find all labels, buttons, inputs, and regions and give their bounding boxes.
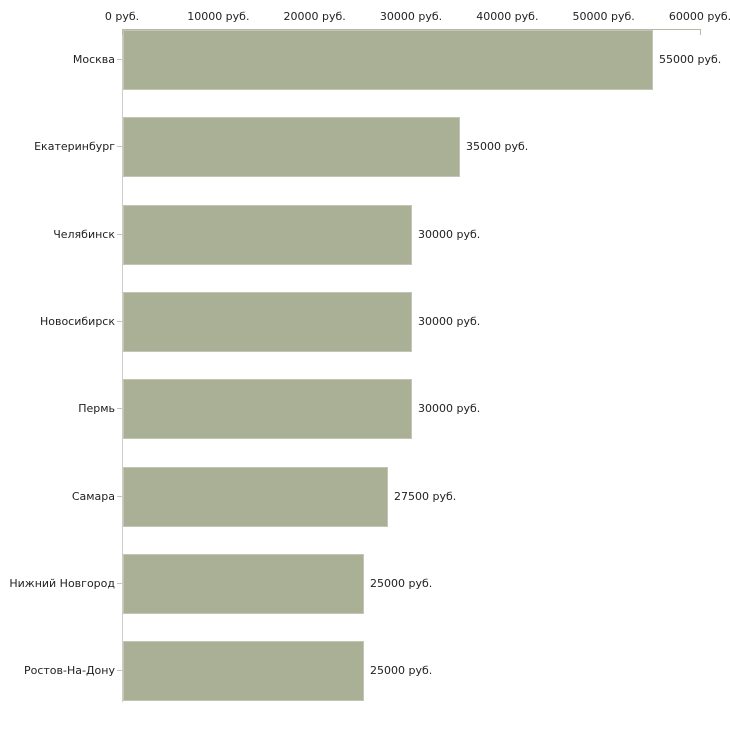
x-axis-tick-label: 10000 руб.: [187, 10, 250, 23]
category-label: Челябинск: [53, 228, 115, 241]
category-label: Екатеринбург: [34, 140, 115, 153]
value-label: 25000 руб.: [370, 577, 433, 590]
value-label: 55000 руб.: [659, 53, 722, 66]
x-axis-tick-mark: [122, 29, 123, 35]
category-label: Самара: [71, 490, 115, 503]
y-axis-line: [122, 29, 123, 702]
x-axis-tick-label: 50000 руб.: [572, 10, 635, 23]
y-axis-tick-mark: [117, 670, 122, 671]
value-label: 30000 руб.: [418, 228, 481, 241]
x-axis-tick-label: 40000 руб.: [476, 10, 539, 23]
y-axis-tick-mark: [117, 234, 122, 235]
category-label: Пермь: [78, 402, 115, 415]
value-label: 25000 руб.: [370, 664, 433, 677]
value-label: 30000 руб.: [418, 315, 481, 328]
bar: [123, 205, 412, 265]
y-axis-tick-mark: [117, 408, 122, 409]
category-label: Ростов-На-Дону: [23, 664, 115, 677]
y-axis-tick-mark: [117, 146, 122, 147]
bar: [123, 467, 388, 527]
x-axis-tick-label: 0 руб.: [104, 10, 140, 23]
bar: [123, 379, 412, 439]
category-label: Нижний Новгород: [9, 577, 115, 590]
bar: [123, 117, 460, 177]
x-axis-tick-label: 60000 руб.: [668, 10, 730, 23]
y-axis-tick-mark: [117, 583, 122, 584]
x-axis-tick-mark: [700, 29, 701, 35]
y-axis-tick-mark: [117, 59, 122, 60]
bar: [123, 292, 412, 352]
y-axis-tick-mark: [117, 496, 122, 497]
value-label: 30000 руб.: [418, 402, 481, 415]
category-label: Новосибирск: [39, 315, 115, 328]
value-label: 27500 руб.: [394, 490, 457, 503]
y-axis-tick-mark: [117, 321, 122, 322]
x-axis-tick-label: 30000 руб.: [379, 10, 443, 23]
bar: [123, 641, 364, 701]
x-axis-tick-label: 20000 руб.: [283, 10, 346, 23]
bar: [123, 30, 653, 90]
category-label: Москва: [72, 53, 115, 66]
bar: [123, 554, 364, 614]
value-label: 35000 руб.: [466, 140, 529, 153]
